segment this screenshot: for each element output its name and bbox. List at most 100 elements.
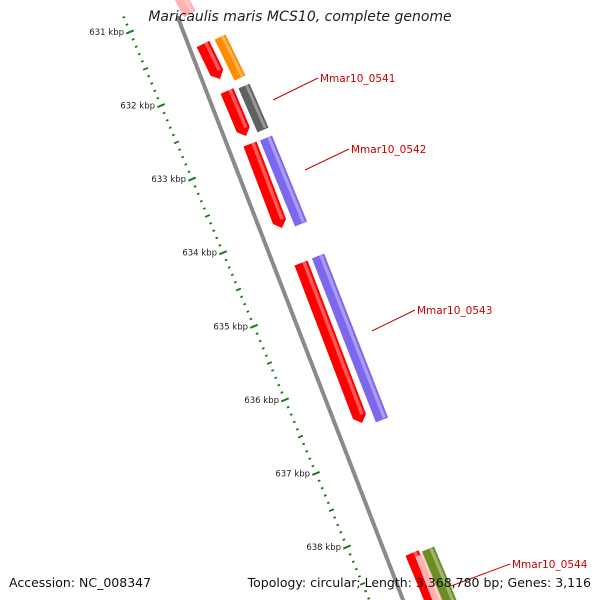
gene-label-leader-line <box>272 77 319 101</box>
gene-label-text: Mmar10_0541 <box>320 73 395 85</box>
gene-feature-highlight <box>420 553 442 600</box>
gene-label-mmar10_0543[interactable]: Mmar10_0543 <box>371 305 492 332</box>
scale-minor-tick <box>173 140 180 145</box>
scale-minor-tick <box>311 464 315 468</box>
scale-minor-tick <box>336 523 340 527</box>
gene-label-mmar10_0541[interactable]: Mmar10_0541 <box>272 73 395 101</box>
scale-minor-tick <box>351 560 355 564</box>
gene-feature[interactable] <box>415 553 444 600</box>
gene-feature[interactable] <box>174 0 196 18</box>
gene-feature-body <box>243 141 286 228</box>
scale-minor-tick <box>193 185 197 188</box>
scale-minor-tick <box>240 295 244 299</box>
scale-minor-tick <box>328 508 335 513</box>
gene-labels-layer: Mmar10_0541 Mmar10_0542 Mmar10_0543 Mmar10_… <box>272 73 588 587</box>
scale-minor-tick <box>364 589 368 593</box>
gene-label-text: Mmar10_0542 <box>351 144 426 156</box>
gene-features-layer <box>174 0 458 600</box>
scale-minor-tick <box>125 23 129 26</box>
scale-minor-tick <box>243 302 247 306</box>
scale-minor-tick <box>292 420 296 424</box>
scale-minor-tick <box>235 287 242 292</box>
gene-feature-body <box>220 88 250 136</box>
gene-feature[interactable] <box>238 83 269 133</box>
gene-feature-highlight <box>429 547 455 600</box>
scale-minor-tick <box>171 133 175 137</box>
gene-feature[interactable] <box>260 135 307 227</box>
scale-minor-tick <box>204 214 211 218</box>
gene-feature[interactable] <box>294 260 367 424</box>
scale-minor-tick <box>323 494 327 497</box>
scale-minor-tick <box>168 126 172 129</box>
scale-minor-tick <box>140 60 144 63</box>
gene-label-text: Mmar10_0544 <box>512 559 588 571</box>
scale-minor-tick <box>286 405 290 409</box>
gene-feature[interactable] <box>311 253 389 423</box>
scale-minor-tick <box>142 66 149 71</box>
gene-feature-highlight <box>245 84 267 129</box>
gene-feature-body <box>214 34 246 81</box>
gene-label-mmar10_0542[interactable]: Mmar10_0542 <box>304 144 426 171</box>
scale-major-tick <box>125 29 135 35</box>
gene-feature-highlight <box>228 89 248 129</box>
genome-title: Maricaulis maris MCS10, complete genome <box>148 9 452 25</box>
scale-minor-tick <box>224 258 228 262</box>
scale-major-tick <box>280 397 290 403</box>
scale-minor-tick <box>367 597 371 600</box>
gene-label-mmar10_0544[interactable]: Mmar10_0544 <box>450 559 588 587</box>
scale-minor-tick <box>184 163 188 166</box>
scale-minor-tick <box>165 118 169 122</box>
scale-major-tick <box>342 544 352 550</box>
gene-feature[interactable] <box>220 88 250 136</box>
gene-label-leader-line <box>371 309 416 332</box>
scale-minor-tick <box>274 376 278 380</box>
genome-backbone-line <box>176 16 406 600</box>
scale-major-tick <box>187 176 197 182</box>
scale-minor-tick <box>342 538 346 541</box>
gene-feature-body <box>174 0 196 18</box>
scale-major-tick <box>249 323 259 329</box>
scale-minor-tick <box>348 553 352 556</box>
scale-minor-tick <box>354 567 358 571</box>
scale-minor-tick <box>289 413 293 416</box>
gene-feature[interactable] <box>243 141 287 229</box>
scale-tick-label: 638 kbp <box>306 543 341 553</box>
gene-feature-body <box>415 553 444 600</box>
gene-feature[interactable] <box>214 34 246 81</box>
gene-feature-highlight <box>251 142 284 221</box>
scale-minor-tick <box>209 221 213 225</box>
gene-feature[interactable] <box>422 546 458 600</box>
genome-summary-text: Topology: circular; Length: 3,368,780 bp… <box>247 575 591 590</box>
gene-feature-body <box>196 40 224 79</box>
gene-feature[interactable] <box>196 40 224 79</box>
gene-feature-body <box>422 546 457 600</box>
scale-minor-tick <box>122 15 126 19</box>
genome-backbone <box>176 16 406 600</box>
scale-minor-tick <box>339 530 343 534</box>
scale-minor-tick <box>357 575 361 578</box>
scale-minor-tick <box>137 52 141 56</box>
scale-minor-tick <box>187 170 191 174</box>
scale-minor-tick <box>297 434 304 439</box>
gene-feature-highlight <box>302 261 364 416</box>
scale-minor-tick <box>218 244 222 247</box>
scale-minor-tick <box>258 339 262 343</box>
scale-tick-label: 634 kbp <box>182 249 217 259</box>
gene-label-leader-line <box>304 148 350 171</box>
gene-feature-body <box>238 83 269 133</box>
scale-minor-tick <box>249 317 253 321</box>
scale-minor-tick <box>147 74 151 78</box>
scale-tick-label: 636 kbp <box>244 396 279 406</box>
scale-minor-tick <box>317 479 321 483</box>
gene-feature-highlight <box>319 254 386 419</box>
scale-tick-label: 637 kbp <box>275 469 310 479</box>
gene-label-text: Mmar10_0543 <box>417 305 492 317</box>
scale-major-tick <box>218 250 228 256</box>
scale-minor-tick <box>320 486 324 490</box>
scale-minor-tick <box>326 501 330 505</box>
scale-minor-tick <box>162 111 166 115</box>
accession-text: Accession: NC_008347 <box>9 575 152 590</box>
gene-feature-highlight <box>183 0 194 13</box>
scale-tick-label: 632 kbp <box>120 102 155 112</box>
